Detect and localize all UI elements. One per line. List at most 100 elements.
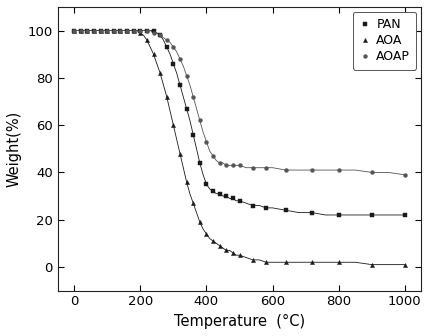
AOAP — [98, 29, 103, 33]
PAN — [164, 45, 169, 49]
AOA — [250, 258, 255, 262]
PAN — [336, 213, 341, 217]
AOA — [164, 95, 169, 99]
PAN — [184, 107, 189, 111]
AOAP — [184, 74, 189, 78]
Line: PAN: PAN — [72, 29, 407, 217]
PAN — [131, 29, 136, 33]
AOA — [204, 232, 209, 236]
AOA — [237, 253, 242, 257]
AOAP — [204, 140, 209, 144]
PAN — [204, 182, 209, 186]
Y-axis label: Weight(%): Weight(%) — [7, 111, 22, 187]
AOAP — [118, 29, 123, 33]
AOAP — [250, 166, 255, 170]
AOAP — [336, 168, 341, 172]
Line: AOA: AOA — [72, 29, 407, 267]
AOAP — [310, 168, 315, 172]
AOA — [144, 38, 150, 42]
PAN — [78, 29, 83, 33]
AOA — [118, 29, 123, 33]
AOA — [210, 239, 215, 243]
PAN — [98, 29, 103, 33]
PAN — [250, 204, 255, 208]
AOAP — [190, 95, 196, 99]
AOA — [111, 29, 117, 33]
PAN — [197, 161, 203, 165]
PAN — [264, 206, 269, 210]
PAN — [138, 29, 143, 33]
PAN — [283, 208, 289, 212]
AOA — [92, 29, 97, 33]
AOA — [369, 263, 375, 267]
PAN — [85, 29, 90, 33]
PAN — [71, 29, 77, 33]
AOAP — [283, 168, 289, 172]
AOA — [171, 123, 176, 127]
PAN — [151, 29, 156, 33]
AOA — [283, 260, 289, 264]
PAN — [144, 29, 150, 33]
AOAP — [197, 118, 203, 122]
AOA — [131, 29, 136, 33]
Line: AOAP: AOAP — [72, 29, 407, 177]
AOA — [310, 260, 315, 264]
PAN — [402, 213, 408, 217]
PAN — [171, 62, 176, 66]
AOA — [264, 260, 269, 264]
AOA — [138, 31, 143, 35]
AOA — [98, 29, 103, 33]
AOAP — [237, 163, 242, 167]
AOA — [71, 29, 77, 33]
AOAP — [111, 29, 117, 33]
AOAP — [402, 173, 408, 177]
AOA — [184, 180, 189, 184]
PAN — [190, 133, 196, 137]
AOA — [104, 29, 110, 33]
PAN — [178, 83, 183, 87]
AOA — [151, 52, 156, 56]
AOA — [178, 152, 183, 156]
AOA — [85, 29, 90, 33]
AOAP — [92, 29, 97, 33]
PAN — [310, 211, 315, 215]
PAN — [217, 192, 222, 196]
PAN — [224, 194, 229, 198]
PAN — [157, 33, 163, 37]
AOA — [230, 251, 236, 255]
PAN — [210, 189, 215, 193]
X-axis label: Temperature  (°C): Temperature (°C) — [174, 314, 305, 329]
AOAP — [217, 161, 222, 165]
PAN — [369, 213, 375, 217]
AOA — [190, 201, 196, 205]
AOAP — [151, 31, 156, 35]
AOA — [78, 29, 83, 33]
PAN — [237, 199, 242, 203]
Legend: PAN, AOA, AOAP: PAN, AOA, AOAP — [353, 12, 416, 70]
AOAP — [131, 29, 136, 33]
AOAP — [138, 29, 143, 33]
AOAP — [144, 29, 150, 33]
AOAP — [264, 166, 269, 170]
AOAP — [178, 57, 183, 61]
AOAP — [78, 29, 83, 33]
AOAP — [157, 33, 163, 37]
PAN — [230, 197, 236, 201]
AOA — [157, 71, 163, 75]
AOAP — [104, 29, 110, 33]
AOAP — [71, 29, 77, 33]
AOAP — [124, 29, 129, 33]
AOAP — [224, 163, 229, 167]
AOA — [217, 244, 222, 248]
AOAP — [85, 29, 90, 33]
AOA — [336, 260, 341, 264]
AOAP — [164, 38, 169, 42]
AOAP — [369, 170, 375, 174]
PAN — [124, 29, 129, 33]
AOA — [197, 220, 203, 224]
AOAP — [210, 154, 215, 158]
AOAP — [171, 45, 176, 49]
PAN — [104, 29, 110, 33]
PAN — [118, 29, 123, 33]
AOA — [124, 29, 129, 33]
